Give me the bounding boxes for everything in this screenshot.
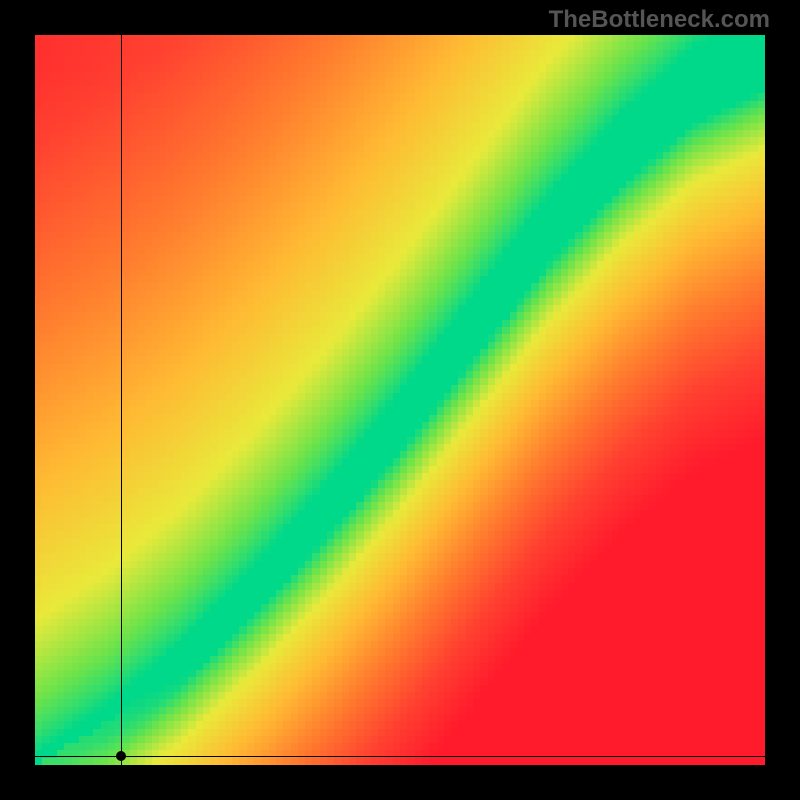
heatmap-plot — [35, 35, 765, 765]
heatmap-canvas — [35, 35, 765, 765]
crosshair-marker — [116, 751, 126, 761]
crosshair-horizontal — [35, 756, 765, 757]
crosshair-vertical — [121, 35, 122, 765]
watermark-text: TheBottleneck.com — [549, 6, 770, 34]
